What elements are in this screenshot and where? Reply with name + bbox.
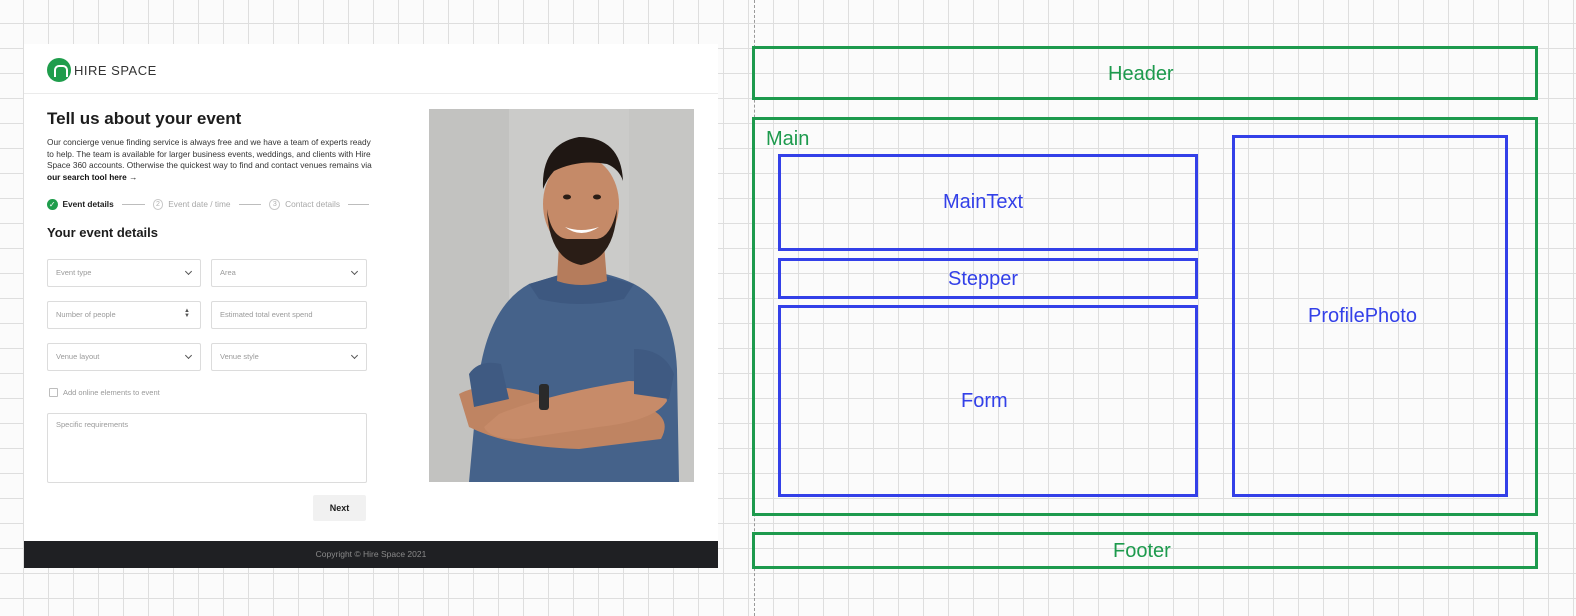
- requirements-textarea[interactable]: Specific requirements: [47, 413, 367, 483]
- event-type-placeholder: Event type: [56, 268, 92, 277]
- number-of-people-input[interactable]: Number of people ▲ ▼: [47, 301, 201, 329]
- event-type-select[interactable]: Event type: [47, 259, 201, 287]
- wireframe-main-label: Main: [766, 128, 810, 150]
- wireframe-form: [778, 305, 1198, 497]
- intro-text: Our concierge venue finding service is a…: [47, 137, 377, 183]
- stepper: ✓ Event details 2 Event date / time 3 Co…: [47, 197, 370, 211]
- online-elements-label[interactable]: Add online elements to event: [63, 388, 160, 397]
- wireframe-profilephoto-label: ProfilePhoto: [1308, 305, 1417, 327]
- wireframe-footer-label: Footer: [1113, 540, 1171, 562]
- step-number-3: 3: [269, 198, 281, 210]
- area-placeholder: Area: [220, 268, 236, 277]
- venue-style-placeholder: Venue style: [220, 352, 259, 361]
- chevron-down-icon: [184, 267, 193, 276]
- logo-text[interactable]: HIRE SPACE: [74, 63, 157, 78]
- profile-photo: [429, 109, 694, 482]
- wireframe-maintext: [778, 154, 1198, 251]
- wireframe-main: [752, 117, 1538, 516]
- intro-body: Our concierge venue finding service is a…: [47, 137, 372, 170]
- step-contact-details[interactable]: Contact details: [285, 199, 340, 209]
- section-title: Your event details: [47, 225, 159, 240]
- wireframe-stepper: [778, 258, 1198, 299]
- venue-layout-select[interactable]: Venue layout: [47, 343, 201, 371]
- wireframe-stepper-label: Stepper: [948, 268, 1019, 290]
- page-mockup: HIRE SPACE Tell us about your event Our …: [24, 44, 718, 568]
- chevron-down-icon: [350, 351, 359, 360]
- house-icon[interactable]: [47, 58, 71, 82]
- wireframe-footer: [752, 532, 1538, 569]
- wireframe-form-label: Form: [961, 390, 1008, 412]
- venue-layout-placeholder: Venue layout: [56, 352, 100, 361]
- area-select[interactable]: Area: [211, 259, 367, 287]
- page-title: Tell us about your event: [47, 109, 242, 128]
- wireframe-maintext-label: MainText: [943, 191, 1024, 213]
- venue-style-select[interactable]: Venue style: [211, 343, 367, 371]
- step-connector: [347, 203, 370, 205]
- step-connector: [121, 203, 145, 205]
- wireframe-header-label: Header: [1108, 63, 1174, 85]
- chevron-down-icon: [350, 267, 359, 276]
- estimated-spend-placeholder: Estimated total event spend: [220, 310, 313, 319]
- number-of-people-placeholder: Number of people: [56, 310, 116, 319]
- site-footer: Copyright © Hire Space 2021: [24, 541, 718, 568]
- stepper-arrows-icon[interactable]: ▲ ▼: [184, 308, 190, 319]
- online-elements-checkbox[interactable]: [49, 388, 58, 397]
- chevron-down-icon: [184, 351, 193, 360]
- step-event-date-time[interactable]: Event date / time: [168, 199, 231, 209]
- step-number-2: 2: [152, 198, 164, 210]
- next-button[interactable]: Next: [313, 495, 366, 521]
- wireframe-profilephoto: [1232, 135, 1508, 497]
- person-portrait-image: [429, 109, 694, 482]
- search-tool-link[interactable]: our search tool here →: [47, 171, 138, 182]
- wireframe-header: [752, 46, 1538, 100]
- step-event-details[interactable]: Event details: [62, 199, 114, 209]
- estimated-spend-input[interactable]: Estimated total event spend: [211, 301, 367, 329]
- site-header: HIRE SPACE: [24, 44, 718, 94]
- requirements-placeholder: Specific requirements: [56, 420, 129, 429]
- check-icon: ✓: [47, 198, 58, 210]
- step-connector: [238, 203, 262, 205]
